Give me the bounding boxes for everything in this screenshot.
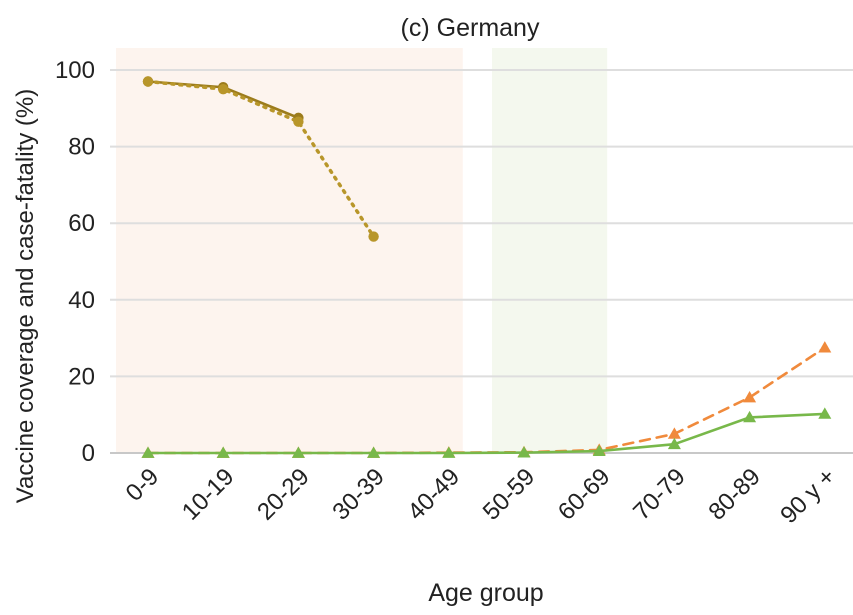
series-line xyxy=(146,412,827,455)
y-axis-ticks: 0 20 40 60 80 100 xyxy=(55,57,95,467)
x-tick-label: 50-59 xyxy=(478,463,541,526)
x-tick-label: 80-89 xyxy=(703,463,766,526)
data-point xyxy=(442,446,456,458)
data-point xyxy=(743,410,757,423)
shaded-region xyxy=(492,48,608,453)
x-tick-label: 10-19 xyxy=(177,463,240,526)
data-point xyxy=(218,83,229,95)
data-point xyxy=(293,116,304,127)
y-tick-label: 100 xyxy=(55,57,95,84)
x-tick-label: 0-9 xyxy=(121,463,165,507)
y-axis-label: Vaccine coverage and case-fatality (%) xyxy=(12,89,39,503)
data-point xyxy=(142,76,154,87)
x-axis-ticks: 0-9 10-19 20-29 30-39 40-49 50-59 60-69 70-79 80… xyxy=(121,463,841,529)
y-tick-label: 0 xyxy=(82,440,95,467)
y-tick-label: 20 xyxy=(68,363,95,390)
data-point xyxy=(743,390,757,403)
data-point xyxy=(216,446,230,458)
data-point xyxy=(592,444,606,456)
data-point xyxy=(667,437,681,450)
shaded-region xyxy=(116,48,463,453)
series-line xyxy=(146,79,376,239)
data-point xyxy=(291,446,305,458)
x-tick-label: 60-69 xyxy=(553,463,616,526)
shaded-regions xyxy=(116,48,608,453)
y-tick-label: 80 xyxy=(68,134,95,161)
y-tick-label: 60 xyxy=(68,210,95,237)
data-point xyxy=(667,427,681,439)
y-tick-label: 40 xyxy=(68,287,95,314)
data-point xyxy=(517,446,531,458)
x-tick-label: 90 y + xyxy=(775,463,841,529)
x-axis-label: Age group xyxy=(428,579,543,607)
data-point xyxy=(367,446,381,458)
x-tick-label: 70-79 xyxy=(628,463,691,526)
x-tick-label: 30-39 xyxy=(327,463,390,526)
series-layer xyxy=(141,76,832,458)
x-tick-label: 20-29 xyxy=(252,463,315,526)
chart-title: (c) Germany xyxy=(401,14,540,42)
data-point xyxy=(141,446,155,458)
data-point xyxy=(818,407,832,419)
gridlines xyxy=(110,69,853,454)
data-point xyxy=(818,341,832,353)
data-point xyxy=(368,231,379,242)
x-tick-label: 40-49 xyxy=(403,463,466,526)
